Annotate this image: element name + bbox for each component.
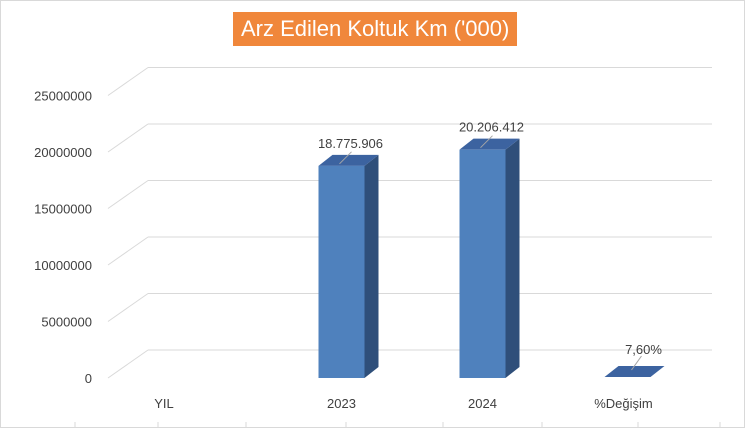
- y-tick-label: 5000000: [41, 315, 92, 330]
- bar-side: [364, 154, 379, 378]
- bar: [318, 165, 365, 378]
- x-category-label: %Değişim: [594, 396, 653, 411]
- bar-side: [505, 138, 520, 378]
- data-label: 7,60%: [625, 342, 662, 357]
- data-label: 18.775.906: [318, 136, 383, 151]
- y-tick-label: 15000000: [34, 202, 92, 217]
- leader-line: [339, 151, 352, 165]
- gridline-depth: [107, 123, 149, 153]
- y-tick-label: 0: [85, 371, 92, 386]
- y-tick-label: 25000000: [34, 89, 92, 104]
- gridline-depth: [107, 349, 149, 379]
- gridline-depth: [107, 236, 149, 266]
- chart-title: Arz Edilen Koltuk Km ('000): [233, 12, 518, 46]
- y-tick-label: 10000000: [34, 258, 92, 273]
- y-tick-label: 20000000: [34, 145, 92, 160]
- data-label: 20.206.412: [459, 120, 524, 135]
- bar-top: [459, 138, 520, 150]
- leader-line: [480, 135, 493, 149]
- gridline-depth: [107, 67, 149, 96]
- x-category-label: 2023: [327, 396, 356, 411]
- x-category-label: 2024: [468, 396, 497, 411]
- x-category-label: YIL: [154, 396, 174, 411]
- bar-top: [318, 154, 379, 166]
- leader-line: [631, 355, 642, 371]
- bar: [459, 149, 506, 378]
- bar-flat: [604, 366, 665, 377]
- gridline-depth: [107, 293, 149, 322]
- gridline-depth: [107, 180, 149, 209]
